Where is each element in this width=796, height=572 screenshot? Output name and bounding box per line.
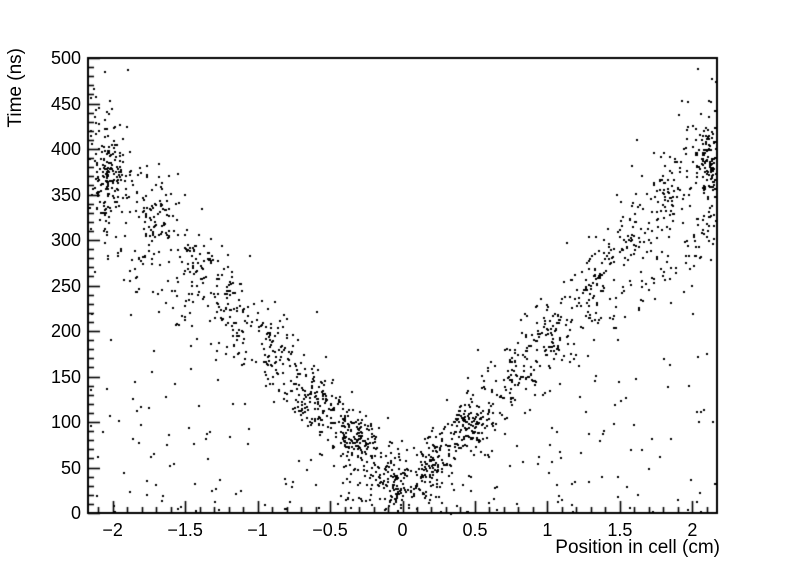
y-tick-label: 450 — [50, 93, 81, 114]
y-tick-label: 300 — [50, 230, 81, 250]
y-axis-title: Time (ns) — [5, 48, 26, 128]
x-tick-label: 1.5 — [607, 520, 633, 540]
x-tick-label: 0 — [397, 520, 408, 540]
y-tick-label: 50 — [60, 457, 81, 478]
y-tick-label: 150 — [50, 366, 81, 387]
x-tick-label: −1 — [247, 520, 268, 540]
y-tick-label: 350 — [50, 184, 81, 205]
x-axis-title: Position in cell (cm) — [555, 537, 720, 558]
y-tick-label: 200 — [50, 321, 81, 341]
x-tick-label: 0.5 — [462, 520, 488, 540]
x-tick-label: −2 — [102, 520, 123, 540]
y-tick-label: 400 — [50, 139, 81, 159]
y-tick-label: 0 — [70, 503, 81, 523]
y-tick-label: 100 — [50, 412, 81, 432]
y-tick-label: 250 — [50, 275, 81, 296]
x-tick-label: −1.5 — [167, 520, 203, 540]
y-tick-label: 500 — [50, 48, 81, 68]
x-tick-label: 1 — [542, 520, 553, 540]
x-tick-label: 2 — [687, 520, 698, 540]
x-tick-label: −0.5 — [312, 520, 348, 540]
